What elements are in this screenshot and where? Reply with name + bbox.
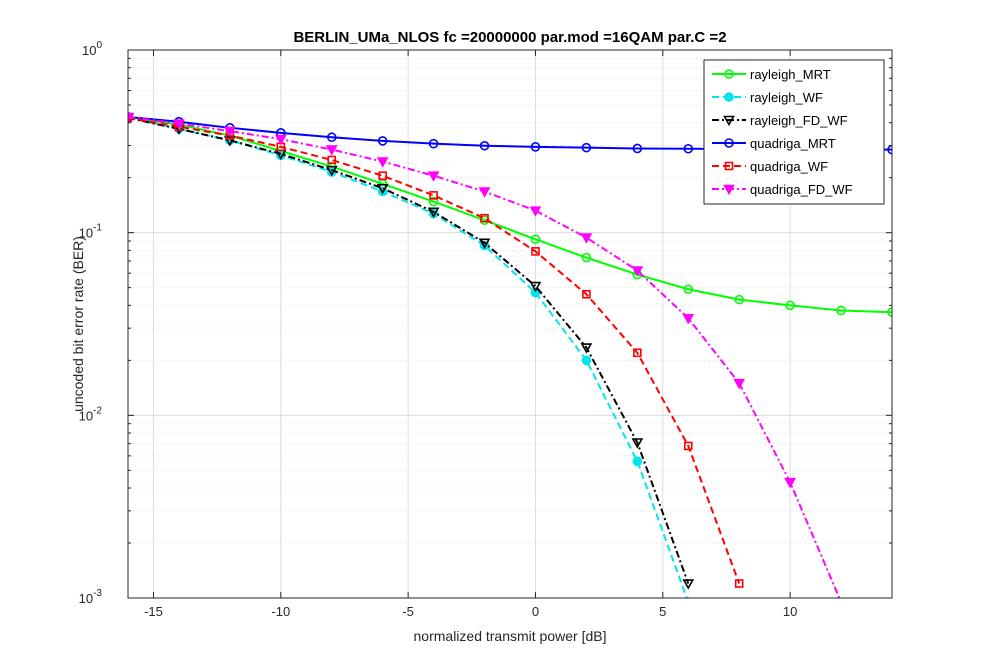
y-tick-label: 10-2: [79, 405, 103, 423]
data-point-rayleigh-mrt: [428, 196, 439, 207]
data-point-rayleigh-wf: [632, 456, 643, 467]
data-point-quadriga-fd-wf: [784, 477, 797, 489]
data-point-rayleigh-fd-wf: [376, 183, 389, 195]
data-point-quadriga-wf: [734, 579, 744, 588]
x-axis-title: normalized transmit power [dB]: [414, 628, 607, 644]
legend-box: [703, 59, 885, 205]
axes: -15 -10 -5 0 5 10 10-3 10-2 10-1 100: [79, 40, 892, 619]
data-point-quadriga-fd-wf: [682, 313, 695, 325]
legend-marker: [723, 184, 735, 196]
data-point-rayleigh-mrt: [785, 300, 795, 311]
data-point-quadriga-mrt: [887, 144, 892, 155]
data-point-rayleigh-fd-wf: [427, 207, 440, 218]
legend-label: quadriga_MRT: [750, 136, 836, 151]
x-tick-label: -10: [271, 604, 290, 619]
data-point-quadriga-wf: [429, 191, 438, 200]
x-tick-label: 5: [659, 604, 666, 619]
data-point-quadriga-wf: [480, 213, 489, 223]
legend-item-quadriga-wf: quadriga_WF: [712, 159, 828, 174]
data-point-quadriga-fd-wf: [529, 206, 542, 217]
data-point-rayleigh-fd-wf: [529, 281, 542, 293]
series-quadriga-fd-wf: [128, 112, 847, 598]
data-point-quadriga-fd-wf: [478, 187, 491, 198]
series-line-rayleigh-wf: [128, 116, 688, 598]
data-point-quadriga-fd-wf: [128, 112, 134, 124]
x-tick-label: -15: [144, 604, 163, 619]
legend-label: rayleigh_WF: [750, 90, 823, 105]
legend-item-rayleigh-mrt: rayleigh_MRT: [712, 67, 831, 82]
data-point-rayleigh-mrt: [887, 307, 892, 317]
data-point-rayleigh-fd-wf: [580, 343, 593, 354]
legend: rayleigh_MRT rayleigh_WF rayleigh_FD_WFqua…: [703, 59, 885, 205]
data-point-quadriga-fd-wf: [376, 157, 389, 168]
series-rayleigh-fd-wf: [128, 113, 695, 590]
data-point-quadriga-wf: [582, 289, 591, 299]
y-tick-label: 100: [82, 40, 102, 58]
legend-item-quadriga-fd-wf: quadriga_FD_WF: [712, 182, 853, 197]
legend-item-rayleigh-fd-wf: rayleigh_FD_WF: [712, 113, 848, 128]
legend-label: quadriga_WF: [750, 159, 828, 174]
data-point-quadriga-mrt: [632, 143, 643, 154]
data-point-rayleigh-mrt: [836, 305, 846, 316]
y-tick-label: 10-1: [79, 223, 103, 241]
data-point-quadriga-mrt: [581, 142, 592, 153]
data-point-rayleigh-wf: [581, 355, 592, 366]
data-point-quadriga-fd-wf: [223, 126, 236, 138]
legend-marker: [724, 161, 734, 171]
data-point-quadriga-fd-wf: [427, 171, 440, 182]
data-point-rayleigh-mrt: [683, 284, 694, 295]
data-point-quadriga-mrt: [530, 142, 541, 152]
data-point-rayleigh-mrt: [581, 252, 592, 263]
x-tick-label: -5: [402, 604, 414, 619]
legend-marker: [723, 115, 735, 127]
legend-marker: [724, 69, 734, 79]
chart-title: BERLIN_UMa_NLOS fc =20000000 par.mod =16…: [293, 29, 726, 46]
legend-item-rayleigh-wf: rayleigh_WF: [712, 90, 823, 105]
plot-frame: [127, 49, 893, 599]
data-point-rayleigh-fd-wf: [325, 165, 338, 177]
data-point-rayleigh-wf: [530, 287, 541, 298]
legend-label: rayleigh_MRT: [750, 67, 831, 82]
data-point-quadriga-mrt: [683, 143, 694, 154]
data-point-rayleigh-fd-wf: [682, 579, 695, 590]
data-point-quadriga-fd-wf: [631, 266, 644, 277]
data-point-quadriga-wf: [683, 441, 693, 451]
legend-label: rayleigh_FD_WF: [750, 113, 848, 128]
data-point-quadriga-fd-wf: [274, 134, 287, 146]
data-point-quadriga-mrt: [377, 136, 388, 146]
legend-marker: [724, 138, 734, 148]
data-point-quadriga-wf: [327, 155, 337, 165]
legend-item-quadriga-mrt: quadriga_MRT: [712, 136, 836, 151]
data-point-quadriga-mrt: [326, 132, 337, 143]
data-point-quadriga-mrt: [479, 140, 490, 151]
data-point-quadriga-fd-wf: [580, 233, 593, 244]
data-point-quadriga-fd-wf: [325, 145, 338, 156]
data-point-rayleigh-fd-wf: [478, 238, 491, 249]
x-tick-label: 0: [532, 604, 539, 619]
data-point-quadriga-fd-wf: [733, 378, 746, 390]
legend-label: quadriga_FD_WF: [750, 182, 853, 197]
data-point-quadriga-mrt: [428, 138, 439, 149]
data-point-rayleigh-mrt: [530, 234, 541, 245]
legend-marker: [724, 92, 734, 102]
data-point-rayleigh-mrt: [734, 294, 745, 305]
y-tick-label: 10-3: [79, 588, 103, 606]
series-line-rayleigh-mrt: [128, 115, 892, 314]
data-point-quadriga-wf: [531, 247, 540, 256]
data-point-quadriga-wf: [378, 171, 387, 181]
y-axis-title: uncoded bit error rate (BER): [70, 236, 86, 412]
data-point-rayleigh-fd-wf: [631, 438, 644, 449]
data-point-quadriga-fd-wf: [173, 119, 185, 130]
series-line-rayleigh-fd-wf: [128, 116, 690, 584]
data-point-quadriga-wf: [633, 348, 642, 358]
x-tick-label: 10: [783, 604, 797, 619]
